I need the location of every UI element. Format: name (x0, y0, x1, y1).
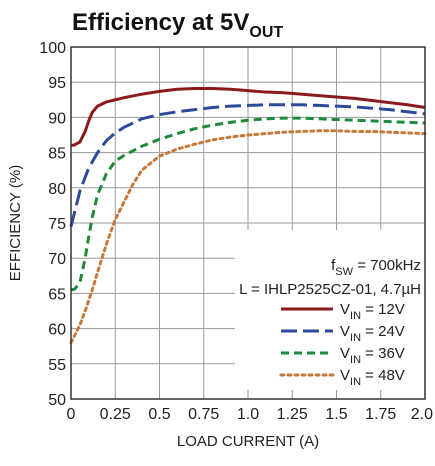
x-axis-label: LOAD CURRENT (A) (177, 433, 319, 450)
annotation-part: f (331, 257, 336, 274)
y-tick-label: 80 (48, 181, 66, 198)
chart-title: Efficiency at 5VOUT (72, 9, 283, 41)
annotations: fSW = 700kHz L = IHLP2525CZ-01, 4.7µH (239, 257, 421, 298)
x-tick-label: 0.75 (188, 406, 219, 423)
x-axis-ticks: 0 0.25 0.5 0.75 1.0 1.25 1.5 1.75 2.0 (67, 406, 434, 423)
legend-label-tail: = 12V (361, 301, 405, 318)
legend-label-sub: IN (350, 376, 361, 388)
y-tick-label: 90 (48, 110, 66, 127)
y-tick-label: 50 (48, 392, 66, 409)
legend-label-2: VIN = 24V (340, 323, 405, 344)
legend-label-3: VIN = 36V (340, 345, 405, 366)
x-tick-label: 0 (67, 406, 76, 423)
x-tick-label: 2.0 (411, 406, 433, 423)
annotation-part: SW (335, 266, 353, 278)
legend-label-main: V (340, 301, 350, 318)
legend-label-1: VIN = 12V (340, 301, 405, 322)
y-tick-label: 85 (48, 146, 66, 163)
y-tick-label: 60 (48, 322, 66, 339)
x-tick-label: 1.0 (237, 406, 259, 423)
legend-label-sub: IN (350, 310, 361, 322)
chart-title-subscript: OUT (249, 24, 283, 41)
series-lines (69, 87, 427, 345)
y-tick-label: 65 (48, 286, 66, 303)
chart-title-main: Efficiency at 5V (72, 9, 249, 36)
series-line-1 (70, 87, 426, 148)
y-tick-label: 100 (39, 40, 66, 57)
legend-label-sub: IN (350, 332, 361, 344)
legend-label-main: V (340, 367, 350, 384)
series-line-2 (69, 103, 426, 227)
y-tick-label: 55 (48, 357, 66, 374)
legend-label-sub: IN (350, 354, 361, 366)
y-axis-ticks: 50 55 60 65 70 75 80 85 90 95 100 (39, 40, 66, 409)
x-tick-label: 1.25 (277, 406, 308, 423)
plot-frame (70, 46, 426, 400)
legend-label-4: VIN = 48V (340, 367, 405, 388)
y-tick-label: 70 (48, 251, 66, 268)
x-tick-label: 0.5 (148, 406, 170, 423)
annotation-part: = 700kHz (353, 257, 421, 274)
x-tick-label: 1.5 (325, 406, 347, 423)
legend-label-main: V (340, 345, 350, 362)
y-axis-label: EFFICIENCY (%) (7, 165, 24, 281)
legend-label-tail: = 24V (361, 323, 405, 340)
y-tick-label: 95 (48, 75, 66, 92)
series-line-4 (69, 129, 427, 345)
annotation-1: fSW = 700kHz (331, 257, 421, 278)
y-tick-label: 75 (48, 216, 66, 233)
annotation-2: L = IHLP2525CZ-01, 4.7µH (239, 281, 421, 298)
x-tick-label: 1.75 (365, 406, 396, 423)
legend-label-tail: = 36V (361, 345, 405, 362)
legend-label-main: V (340, 323, 350, 340)
legend-label-tail: = 48V (361, 367, 405, 384)
series-line-3 (70, 116, 426, 292)
annotation-part: L = IHLP2525CZ-01, 4.7µH (239, 281, 421, 298)
x-tick-label: 0.25 (100, 406, 131, 423)
